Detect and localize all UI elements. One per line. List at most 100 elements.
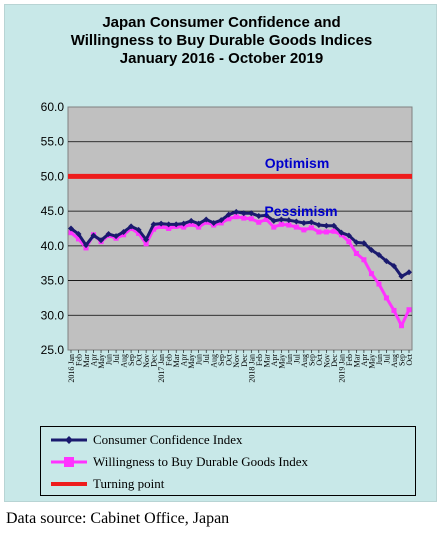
consumer-confidence-point [105, 231, 112, 238]
willingness-point [233, 214, 239, 220]
consumer-confidence-point [180, 220, 187, 227]
consumer-confidence-point [398, 273, 405, 280]
x-tick-label: Feb [75, 354, 84, 366]
x-tick-label: 2017 Jan [157, 354, 166, 383]
willingness-point [263, 216, 269, 222]
x-tick-label: Mar [172, 354, 181, 368]
legend-swatch-turning-point [49, 475, 89, 493]
consumer-confidence-point [68, 225, 74, 232]
x-tick-label: Jul [382, 353, 391, 363]
willingness-point [286, 222, 292, 228]
y-tick-label: 30.0 [41, 308, 65, 322]
y-tick-label: 50.0 [41, 169, 65, 183]
willingness-point [368, 271, 374, 277]
x-tick-label: May [187, 354, 196, 369]
x-tick-label: Dec [240, 354, 249, 367]
x-tick-label: Oct [315, 353, 324, 365]
consumer-confidence-point [113, 233, 120, 240]
consumer-confidence-point [323, 222, 330, 229]
y-tick-label: 55.0 [41, 135, 65, 149]
willingness-point [143, 241, 149, 247]
willingness-point [256, 219, 262, 225]
consumer-confidence-point [75, 231, 82, 238]
willingness-point [181, 224, 187, 230]
x-tick-label: Oct [225, 353, 234, 365]
chart-title-line-2: Willingness to Buy Durable Goods Indices [70, 32, 373, 49]
x-tick-label: Mar [352, 354, 361, 368]
x-tick-label: 2016 Jan [67, 354, 76, 383]
chart-title-line-1: Japan Consumer Confidence and [102, 14, 341, 31]
consumer-confidence-point [165, 221, 172, 228]
willingness-line [70, 215, 411, 328]
willingness-point [331, 228, 337, 234]
x-tick-label: 2019 Jan [337, 354, 346, 383]
legend-swatch-consumer-confidence [49, 431, 89, 449]
consumer-confidence-point [218, 217, 225, 224]
x-tick-label: May [367, 354, 376, 369]
line-chart: 25.0 30.0 35.0 40.0 45.0 50.0 55.0 60.0 2016 Jan… [41, 100, 414, 383]
consumer-confidence-point [83, 242, 90, 249]
consumer-confidence-point [143, 236, 150, 243]
pessimism-annotation: Pessimism [264, 203, 337, 219]
x-tick-label: Sep [397, 354, 406, 366]
legend-label-consumer-confidence: Consumer Confidence Index [93, 432, 243, 447]
willingness-point [188, 221, 194, 227]
consumer-confidence-point [158, 220, 165, 227]
consumer-confidence-point [353, 239, 360, 246]
willingness-point [241, 215, 247, 221]
x-tick-label: Jun [375, 354, 384, 365]
x-tick-label: Feb [165, 354, 174, 366]
consumer-confidence-point [98, 237, 105, 244]
plot-area [67, 106, 413, 351]
x-tick-label: Dec [150, 354, 159, 367]
willingness-point [308, 225, 314, 231]
optimism-annotation: Optimism [265, 155, 330, 171]
willingness-point [166, 226, 172, 231]
y-tick-label: 35.0 [41, 274, 65, 288]
x-tick-label: Mar [262, 354, 271, 368]
consumer-confidence-point [285, 217, 292, 224]
willingness-point [391, 307, 397, 313]
willingness-point [278, 221, 284, 227]
willingness-point [383, 295, 389, 301]
willingness-point [398, 323, 404, 329]
x-tick-label: Aug [390, 354, 399, 368]
x-tick-label: Nov [322, 354, 331, 368]
willingness-point [293, 224, 299, 230]
y-tick-label: 25.0 [41, 343, 65, 357]
consumer-confidence-point [293, 218, 300, 225]
y-tick-label: 40.0 [41, 239, 65, 253]
consumer-confidence-point [240, 210, 247, 217]
chart-legend: Consumer Confidence Index Willingness to… [40, 426, 416, 496]
consumer-confidence-point [345, 232, 352, 239]
x-tick-label: Aug [210, 354, 219, 368]
consumer-confidence-point [330, 222, 337, 229]
consumer-confidence-point [338, 229, 345, 236]
data-source-note: Data source: Cabinet Office, Japan [6, 510, 230, 527]
willingness-point [248, 216, 254, 222]
willingness-point [68, 230, 74, 236]
x-tick-label: Sep [217, 354, 226, 366]
x-tick-label: Jul [112, 353, 121, 363]
legend-label-willingness: Willingness to Buy Durable Goods Index [93, 454, 309, 469]
consumer-confidence-point [278, 216, 285, 223]
consumer-confidence-point [188, 217, 195, 224]
consumer-confidence-point [128, 223, 135, 230]
legend-label-turning-point: Turning point [93, 476, 165, 491]
consumer-confidence-line [70, 210, 410, 278]
consumer-confidence-point [135, 226, 142, 233]
x-tick-label: Jul [202, 353, 211, 363]
consumer-confidence-point [195, 220, 202, 227]
consumer-confidence-point [406, 269, 412, 276]
x-tick-label: Oct [405, 353, 414, 365]
consumer-confidence-point [255, 213, 262, 220]
x-tick-label: Feb [345, 354, 354, 366]
willingness-point [353, 250, 359, 256]
willingness-point [376, 281, 382, 287]
x-tick-label: Mar [82, 354, 91, 368]
x-tick-label: Jun [285, 354, 294, 365]
willingness-point [361, 257, 367, 263]
consumer-confidence-point [248, 210, 255, 217]
willingness-point [301, 227, 307, 233]
legend-swatch-willingness [49, 453, 89, 471]
